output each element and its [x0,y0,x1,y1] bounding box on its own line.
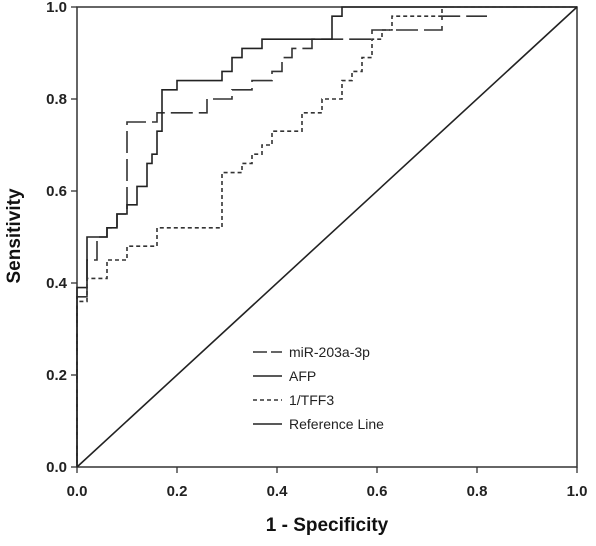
series-line-reference-line [76,6,578,468]
y-tick-label: 0.6 [46,183,67,200]
legend-label: 1/TFF3 [289,392,334,408]
legend-label: miR-203a-3p [289,344,370,360]
plot-frame [76,6,578,468]
series-line-afp [76,6,577,467]
y-axis-title: Sensitivity [4,188,25,283]
x-tick-label: 0.6 [367,483,388,500]
y-tick-label: 0.0 [46,459,67,476]
y-tick-label: 0.2 [46,367,67,384]
series-line-1-tff3 [76,6,577,467]
x-axis-title: 1 - Specificity [266,515,389,536]
y-tick-label: 0.4 [46,275,68,292]
y-tick-label: 0.8 [46,91,67,108]
x-tick-label: 0.8 [467,483,488,500]
plot-border [76,6,578,468]
x-tick-label: 0.2 [167,483,188,500]
y-axis-ticks: 0.0 0.2 0.4 0.6 0.8 1.0 [46,0,77,476]
legend-label: Reference Line [289,416,384,432]
x-tick-label: 1.0 [567,483,588,500]
x-tick-label: 0.4 [267,483,289,500]
legend: miR-203a-3p AFP 1/TFF3 Reference Line [253,344,384,432]
y-tick-label: 1.0 [46,0,67,16]
legend-label: AFP [289,368,316,384]
x-axis-ticks: 0.0 0.2 0.4 0.6 0.8 1.0 [67,467,588,500]
series-layer [76,6,578,468]
x-tick-label: 0.0 [67,483,88,500]
